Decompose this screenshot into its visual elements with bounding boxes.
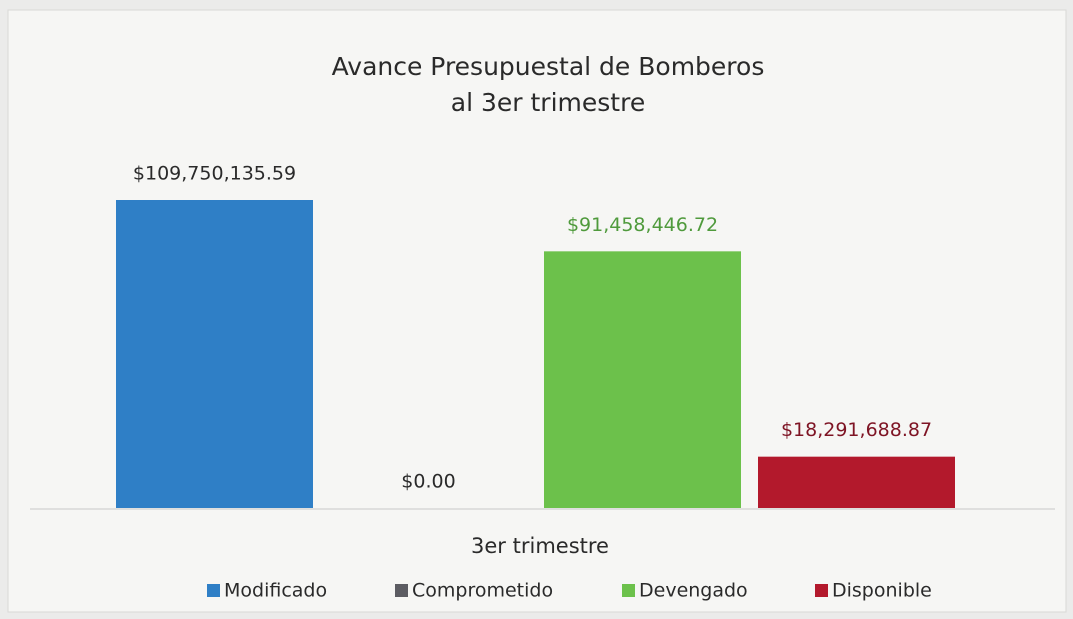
legend-swatch [395, 584, 408, 597]
bar [116, 200, 313, 508]
bar [758, 456, 955, 508]
legend-swatch [207, 584, 220, 597]
legend-label: Comprometido [412, 580, 553, 602]
legend-label: Disponible [832, 580, 932, 602]
value-label: $18,291,688.87 [781, 419, 932, 441]
legend-swatch [815, 584, 828, 597]
legend-label: Modificado [224, 580, 327, 602]
legend-swatch [622, 584, 635, 597]
legend-label: Devengado [639, 580, 748, 602]
bar [544, 251, 741, 509]
chart-title: al 3er trimestre [451, 88, 645, 117]
value-label: $0.00 [401, 471, 455, 493]
value-label: $109,750,135.59 [133, 163, 296, 185]
x-tick-label: 3er trimestre [471, 534, 609, 558]
chart-title: Avance Presupuestal de Bomberos [332, 52, 765, 81]
value-label: $91,458,446.72 [567, 214, 718, 236]
